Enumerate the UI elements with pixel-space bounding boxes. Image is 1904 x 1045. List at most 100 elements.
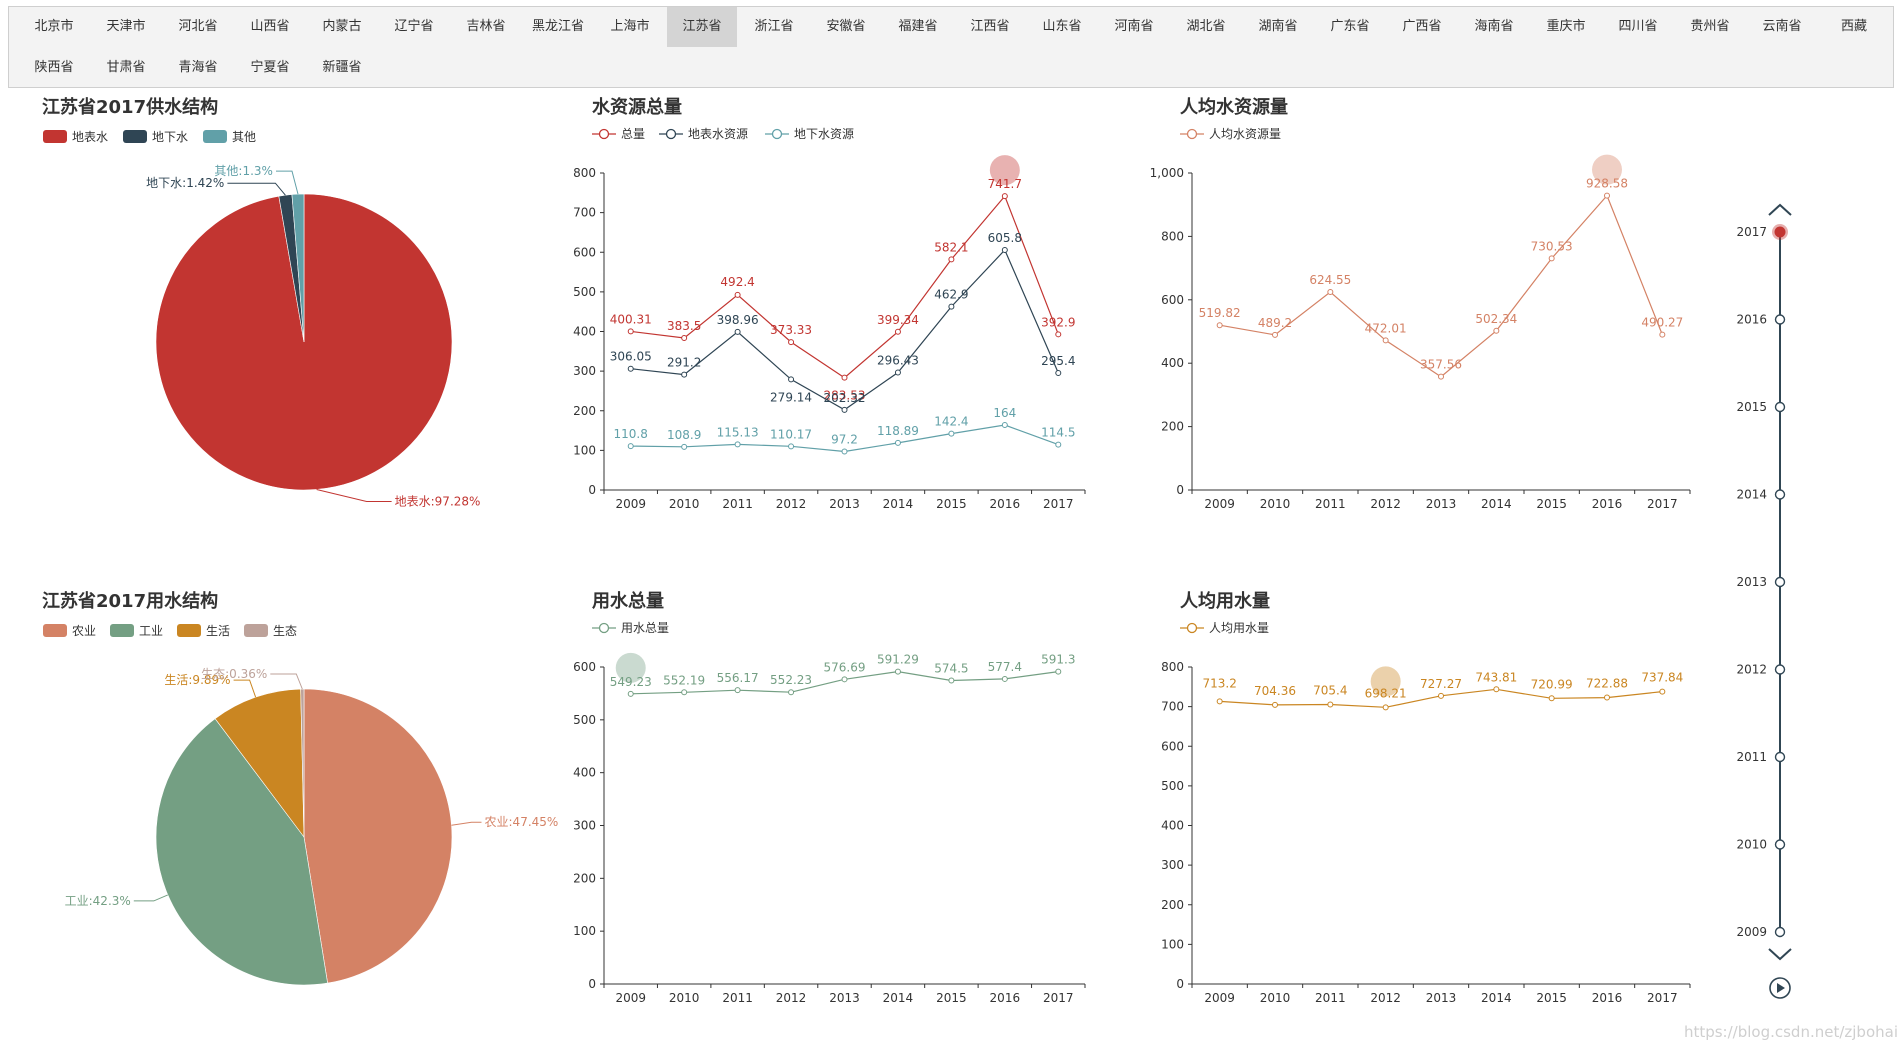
data-point[interactable] [1055,441,1062,448]
data-point[interactable] [841,676,848,683]
data-point[interactable] [1001,422,1008,429]
tab-province[interactable]: 宁夏省 [250,60,290,75]
legend-swatch[interactable] [123,130,147,143]
data-point[interactable] [1327,701,1334,708]
tab-province[interactable]: 广东省 [1330,19,1370,34]
tab-province[interactable]: 海南省 [1474,19,1514,34]
tab-province[interactable]: 天津市 [106,19,146,34]
legend-marker[interactable] [598,622,610,634]
tab-province[interactable]: 四川省 [1618,19,1658,34]
data-point[interactable] [1001,675,1008,682]
data-point[interactable] [788,339,795,346]
tab-province[interactable]: 黑龙江省 [531,19,584,34]
legend-marker[interactable] [598,128,610,140]
data-point[interactable] [1216,322,1223,329]
data-point[interactable] [1001,246,1008,253]
tab-province[interactable]: 青海省 [178,60,218,75]
data-point[interactable] [1548,255,1555,262]
data-point[interactable] [1272,701,1278,708]
data-point[interactable] [1493,686,1500,693]
tab-province[interactable]: 内蒙古 [322,19,362,34]
timeline-point[interactable] [1774,839,1786,850]
tab-province[interactable]: 北京市 [34,19,74,34]
data-point[interactable] [894,668,901,675]
data-point[interactable] [627,443,634,450]
legend-swatch[interactable] [110,624,134,637]
data-point[interactable] [948,256,955,263]
data-point[interactable] [627,365,634,372]
timeline-point[interactable] [1774,576,1786,588]
data-point[interactable] [681,371,688,378]
data-point[interactable] [734,328,741,335]
data-point[interactable] [1001,193,1008,200]
data-point[interactable] [1493,327,1500,334]
tab-province[interactable]: 陕西省 [34,60,74,75]
data-point[interactable] [734,291,741,298]
tab-province[interactable]: 贵州省 [1690,19,1730,34]
data-point[interactable] [841,406,848,413]
legend-marker[interactable] [665,128,677,140]
data-point[interactable] [1055,668,1062,675]
data-point[interactable] [948,677,955,684]
data-point[interactable] [1382,704,1389,711]
tab-province[interactable]: 辽宁省 [394,19,434,34]
data-point[interactable] [1604,694,1610,701]
data-point[interactable] [1438,692,1444,699]
data-point[interactable] [788,689,795,696]
data-point[interactable] [1055,369,1062,376]
tab-province[interactable]: 云南省 [1762,19,1802,34]
tab-province[interactable]: 山西省 [250,19,290,34]
chevron-down-icon[interactable] [1768,948,1792,961]
legend-swatch[interactable] [177,624,201,637]
data-point[interactable] [1216,698,1223,705]
tab-province[interactable]: 上海市 [610,19,650,34]
data-point[interactable] [1327,289,1334,296]
legend-swatch[interactable] [203,130,227,143]
legend-swatch[interactable] [244,624,268,637]
tab-province[interactable]: 吉林省 [466,19,506,34]
data-point[interactable] [681,335,688,342]
data-point[interactable] [734,441,741,448]
tab-province[interactable]: 重庆市 [1546,19,1586,34]
play-icon[interactable] [1777,983,1785,993]
timeline-point[interactable] [1774,751,1786,763]
data-point[interactable] [1604,192,1610,199]
pie-slice[interactable] [155,718,328,986]
data-point[interactable] [627,328,634,335]
data-point[interactable] [627,690,634,697]
data-point[interactable] [1055,331,1062,338]
tab-province[interactable]: 山东省 [1042,19,1082,34]
pie-slice[interactable] [291,193,305,343]
legend-marker[interactable] [1186,128,1198,140]
data-point[interactable] [681,443,688,450]
timeline-point[interactable] [1774,401,1786,413]
legend-marker[interactable] [771,128,783,140]
data-point[interactable] [1548,695,1555,702]
pie-slice[interactable] [303,688,453,984]
tab-province[interactable]: 西藏 [1840,19,1867,34]
data-point[interactable] [788,443,795,450]
data-point[interactable] [894,439,901,446]
tab-province[interactable]: 甘肃省 [106,60,146,75]
timeline-point[interactable] [1774,664,1786,675]
timeline-current-point[interactable] [1774,226,1786,238]
legend-marker[interactable] [1186,622,1198,634]
data-point[interactable] [841,448,848,455]
legend-swatch[interactable] [43,130,67,143]
data-point[interactable] [948,303,955,310]
tab-province[interactable]: 安徽省 [826,19,866,34]
timeline-point[interactable] [1774,314,1786,325]
legend-swatch[interactable] [43,624,67,637]
tab-province[interactable]: 河南省 [1114,19,1154,34]
data-point[interactable] [734,687,741,694]
tab-province[interactable]: 新疆省 [322,60,362,75]
tab-province[interactable]: 福建省 [898,19,938,34]
data-point[interactable] [681,689,688,696]
timeline-point[interactable] [1774,926,1786,938]
timeline-point[interactable] [1774,489,1786,500]
data-point[interactable] [788,376,795,383]
tab-province[interactable]: 湖南省 [1258,19,1298,34]
data-point[interactable] [1659,688,1666,695]
tab-province[interactable]: 湖北省 [1186,19,1226,34]
data-point[interactable] [948,430,955,437]
